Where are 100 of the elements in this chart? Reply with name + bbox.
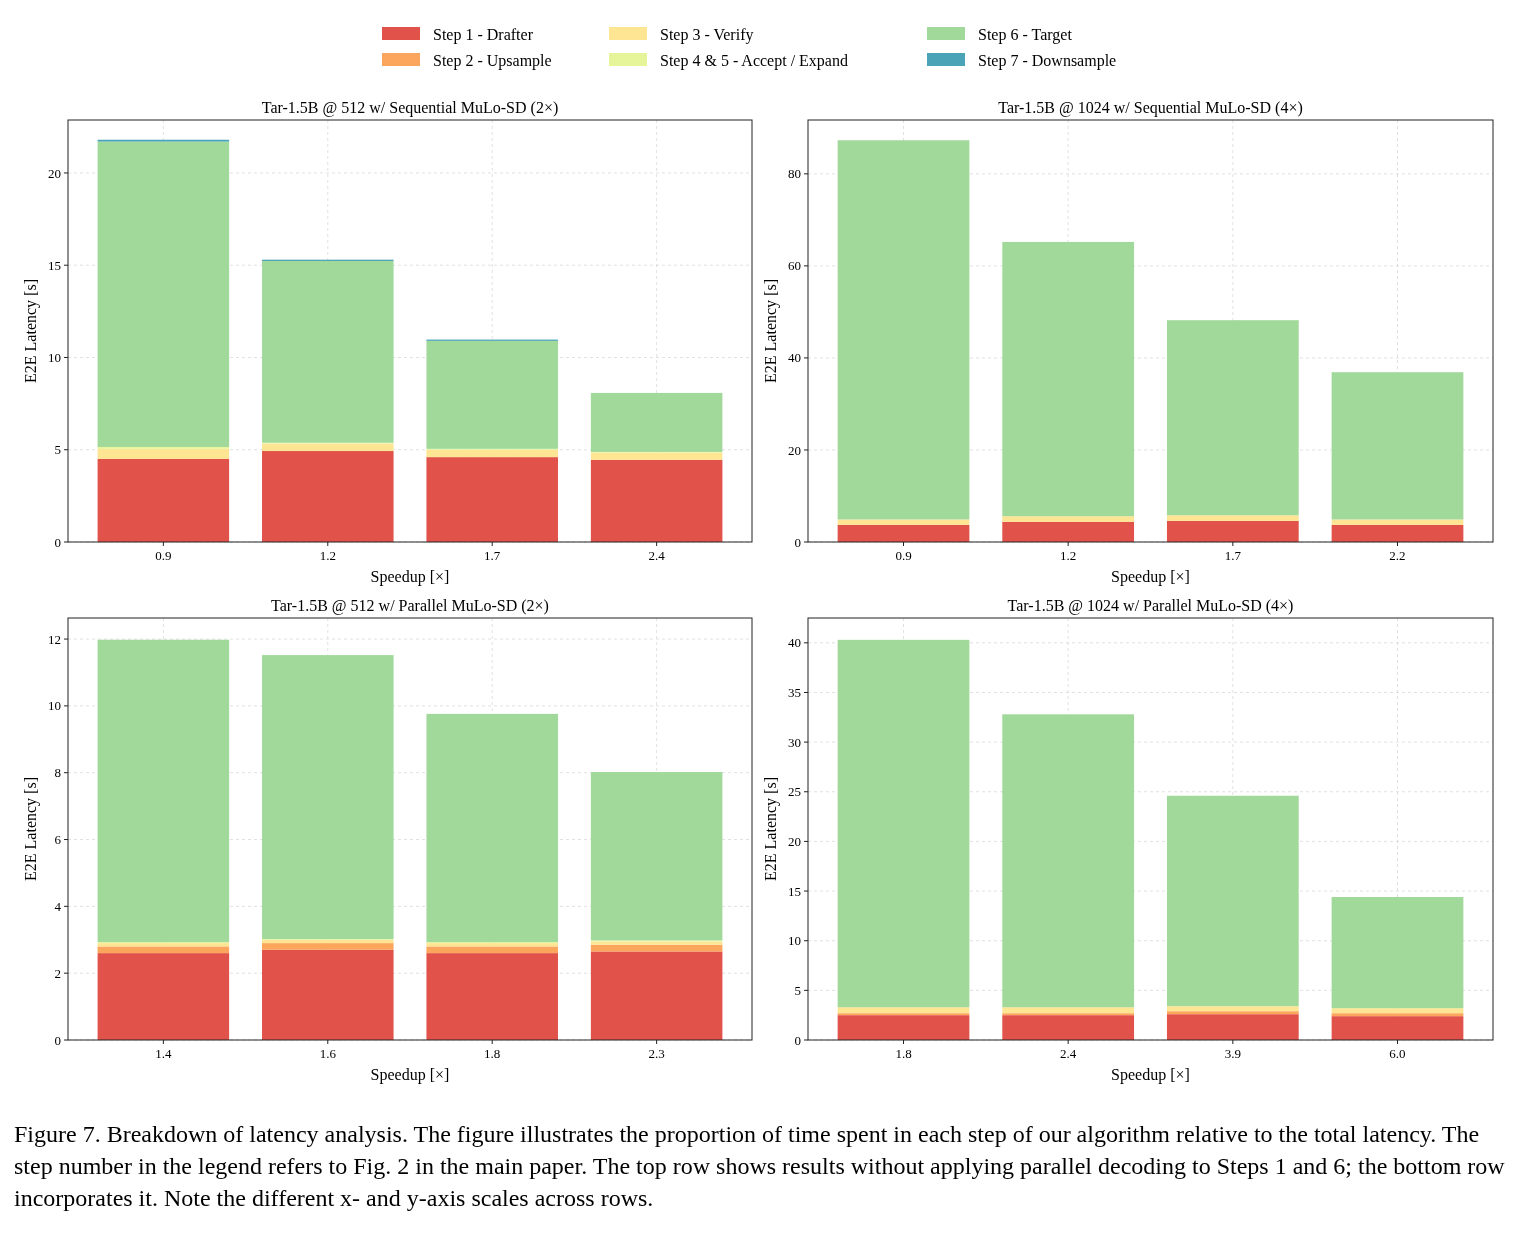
legend-label: Step 7 - Downsample [978,51,1117,70]
bar [1331,1008,1464,1014]
legend-label: Step 2 - Upsample [433,51,552,70]
y-tick-label: 35 [788,685,801,701]
x-tick-label: 1.8 [895,1046,912,1061]
y-tick-label: 12 [48,631,61,647]
x-tick-label: 2.2 [1389,548,1406,563]
y-axis-title: E2E Latency [s] [762,777,780,881]
bar [97,639,230,943]
bar [590,392,723,452]
bar [1166,515,1299,521]
bar [262,939,394,944]
legend-label: Step 3 - Verify [660,25,754,44]
x-tick-label: 1.4 [155,1046,172,1061]
y-tick-label: 25 [788,784,801,800]
bar [97,458,230,542]
y-tick-label: 8 [54,765,61,781]
x-tick-label: 6.0 [1389,1046,1406,1061]
bar [426,946,558,954]
bar [590,772,723,941]
bar [1166,1011,1299,1015]
x-tick-label: 2.4 [648,548,666,563]
bar [1002,1007,1135,1014]
bar [262,949,394,1040]
x-tick-label: 2.4 [1060,1046,1077,1061]
bar [262,655,394,940]
y-tick-label: 0 [794,534,801,550]
bar [1331,1013,1464,1017]
bar [1331,524,1464,542]
bar [97,946,230,954]
bar [1002,241,1135,517]
caption: Figure 7. Breakdown of latency analysis. The figure illustrates the proportion of time spent in each step of our algorithm relative to the total latency. The step number in the legend refers to Fig. 2 in the main paper. The top row shows results without applying parallel decoding to Steps 1 and 6; the bottom row incorporates it. Note the different x- and y-axis scales across rows. [14,1120,1506,1213]
y-axis-title: E2E Latency [s] [762,279,780,383]
bar [1002,1015,1135,1040]
y-tick-label: 30 [788,734,801,750]
x-axis-title: Speedup [×] [370,568,450,586]
y-axis-title: E2E Latency [s] [22,777,40,881]
chart-title: Tar-1.5B @ 1024 w/ Sequential MuLo-SD (4×) [998,99,1303,117]
bar [97,141,230,447]
bar [426,713,558,943]
y-tick-label: 10 [48,698,61,714]
y-tick-label: 40 [788,635,801,651]
bar [1166,1014,1299,1040]
bar [590,452,723,460]
y-tick-label: 10 [48,350,61,366]
bar [1166,1006,1299,1012]
y-tick-label: 0 [54,534,61,550]
bar [837,140,970,520]
y-tick-label: 15 [788,883,801,899]
x-tick-label: 0.9 [895,548,912,563]
bar [426,953,558,1040]
bar [837,1007,970,1014]
bar [1002,521,1135,542]
x-axis-title: Speedup [×] [1111,1066,1190,1084]
x-tick-label: 3.9 [1224,1046,1241,1061]
bar [262,943,394,950]
bar [426,449,558,458]
legend-label: Step 6 - Target [978,25,1073,44]
bar [1166,795,1299,1007]
bar [837,524,970,542]
x-axis-title: Speedup [×] [1111,568,1190,586]
y-tick-label: 0 [794,1032,801,1048]
y-tick-label: 40 [788,350,801,366]
y-tick-label: 0 [54,1032,61,1048]
bar [1002,714,1135,1008]
y-tick-label: 5 [54,442,61,458]
x-tick-label: 1.2 [319,548,336,563]
x-tick-label: 1.2 [1060,548,1077,563]
bar [1002,516,1135,522]
bar [1331,897,1464,1009]
y-tick-label: 6 [54,832,62,848]
x-tick-label: 1.8 [484,1046,501,1061]
bar [1166,320,1299,516]
y-tick-label: 80 [788,166,801,182]
y-tick-label: 60 [788,258,801,274]
bar [97,953,230,1040]
x-tick-label: 1.7 [1224,548,1242,563]
x-tick-label: 2.3 [648,1046,665,1061]
bar [1331,519,1464,525]
bar [837,1015,970,1040]
y-tick-label: 20 [788,833,801,849]
bar [97,448,230,459]
y-tick-label: 10 [788,933,801,949]
y-tick-label: 20 [48,165,61,181]
bar [1331,372,1464,520]
bar [262,260,394,443]
bar [426,457,558,542]
bar [837,519,970,525]
x-axis-title: Speedup [×] [370,1066,450,1084]
bar [426,340,558,449]
y-tick-label: 4 [54,898,62,914]
bar [590,459,723,542]
y-tick-label: 5 [794,982,801,998]
legend-label: Step 1 - Drafter [433,25,534,44]
y-tick-label: 15 [48,257,61,273]
y-tick-label: 20 [788,442,801,458]
bar [262,443,394,452]
bar [837,639,970,1008]
chart-title: Tar-1.5B @ 1024 w/ Parallel MuLo-SD (4×) [1007,597,1294,615]
bar [590,951,723,1040]
